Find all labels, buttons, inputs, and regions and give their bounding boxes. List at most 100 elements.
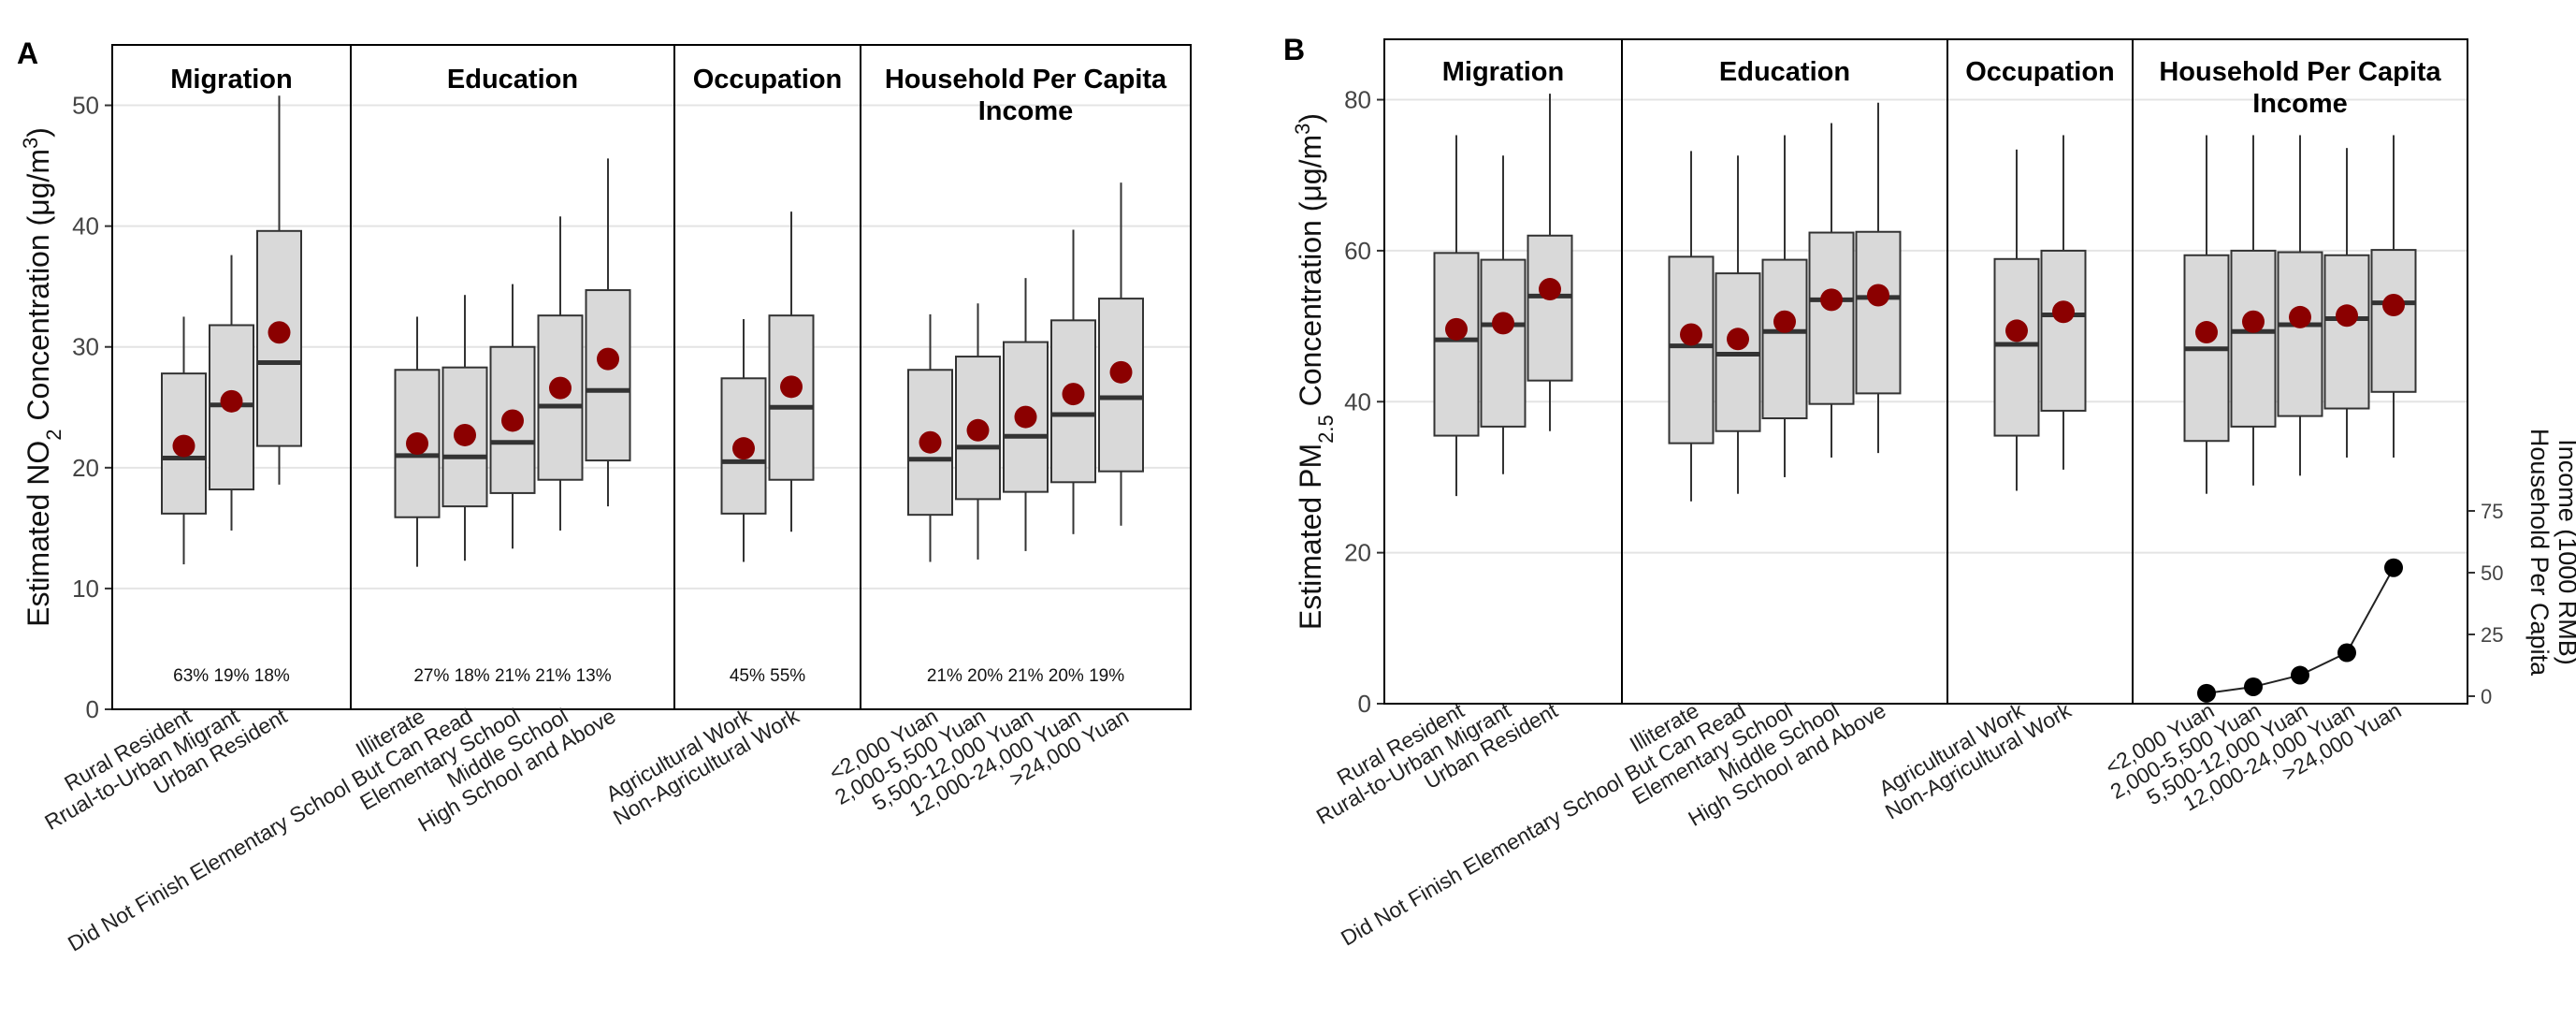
mean-point: [1727, 328, 1749, 351]
inset-point: [2244, 677, 2263, 696]
mean-point: [1820, 288, 1843, 312]
y-axis-label: Estimated PM2.5 Concentration (μg/m3): [1291, 113, 1338, 630]
box-iqr: [2040, 249, 2087, 412]
box-elementary-school: [1761, 135, 1808, 477]
y-tick-label: 20: [72, 454, 99, 482]
box-middle-school: [1808, 123, 1855, 458]
box-iqr: [1993, 257, 2040, 437]
y-axis-label-part: μ: [22, 198, 55, 215]
mean-point: [732, 437, 755, 460]
mean-point: [549, 376, 572, 400]
panel-frame: [111, 44, 1192, 710]
facet-title: Income: [2252, 89, 2348, 119]
mean-point: [2005, 319, 2028, 342]
y-tick-label: 20: [1344, 539, 1371, 567]
y-tick-label: 30: [72, 333, 99, 361]
box-12-000-24-000-yuan: [1050, 229, 1096, 534]
y-tick-label: 0: [86, 695, 99, 723]
y-tick-label: 40: [72, 212, 99, 240]
box-middle-school: [537, 216, 584, 531]
y-tick-label: 40: [1344, 387, 1371, 415]
mean-point: [2289, 305, 2311, 328]
y-tick-label: 80: [1344, 86, 1371, 114]
mean-point: [406, 432, 428, 455]
box-2-000-5-500-yuan: [2230, 135, 2277, 486]
mean-point: [1680, 323, 1702, 346]
share-percentages: 63% 19% 18%: [173, 666, 290, 686]
inset-tick-label: 25: [2481, 623, 2503, 647]
box-urban-resident: [256, 95, 302, 485]
facet-title: Occupation: [693, 65, 843, 95]
facet-title: Household Per Capita: [885, 65, 1167, 95]
box-agricultural-work: [720, 319, 767, 562]
facet-title: Migration: [1442, 57, 1565, 87]
facet-title: Occupation: [1965, 57, 2115, 87]
box-iqr: [1098, 298, 1144, 473]
box-iqr: [2323, 254, 2370, 410]
box-non-agricultural-work: [768, 211, 815, 532]
y-tick-label: 60: [1344, 237, 1371, 265]
mean-point: [1867, 284, 1889, 307]
y-axis-label-part: g/m: [22, 149, 55, 198]
y-axis-label-part: 2: [42, 429, 65, 440]
box-iqr: [585, 289, 631, 462]
box-iqr: [955, 356, 1001, 501]
box-elementary-school: [489, 284, 536, 549]
panel-label: A: [17, 36, 38, 70]
mean-point: [454, 423, 476, 446]
mean-point: [268, 321, 291, 344]
box-high-school-and-above: [585, 158, 631, 507]
mean-point: [2195, 321, 2218, 344]
box-agricultural-work: [1993, 149, 2040, 491]
income-inset: 0 25 50 75 Household Per Capita Income (1000 …: [2197, 429, 2576, 708]
inset-point: [2384, 558, 2403, 577]
share-percentages: 27% 18% 21% 21% 13%: [413, 666, 611, 686]
y-axis-label-part: ): [1294, 113, 1327, 124]
y-axis-label-part: μ: [1294, 184, 1327, 201]
box--24-000-yuan: [2370, 135, 2417, 458]
mean-point: [1109, 360, 1133, 384]
facet-title: Household Per Capita: [2159, 57, 2441, 87]
y-tick-label: 50: [72, 92, 99, 120]
y-axis-label: Estimated NO2 Concentration (μg/m3): [19, 127, 65, 627]
box-did-not-finish-elementary-school-but-can-read: [1715, 155, 1761, 494]
inset-tick-label: 75: [2481, 500, 2503, 523]
box-2-000-5-500-yuan: [955, 303, 1001, 560]
mean-point: [1445, 317, 1468, 341]
inset-axis-label: Household Per Capita: [2525, 429, 2554, 677]
mean-point: [2336, 304, 2358, 328]
inset-point: [2291, 665, 2309, 685]
mean-point: [2052, 300, 2075, 324]
facet-title: Income: [978, 96, 1074, 126]
mean-point: [501, 409, 524, 432]
box-illiterate: [1668, 151, 1715, 502]
mean-point: [2242, 310, 2265, 333]
facet-title: Education: [1719, 57, 1850, 87]
box--2-000-yuan: [907, 313, 953, 562]
box-rrual-to-urban-migrant: [209, 255, 254, 531]
y-axis-label-part: 2.5: [1314, 415, 1338, 444]
box-non-agricultural-work: [2040, 135, 2087, 470]
mean-point: [1773, 310, 1796, 333]
box-rural-resident: [161, 316, 207, 565]
box-iqr: [1668, 255, 1715, 444]
mean-point: [966, 418, 990, 442]
box-iqr: [2370, 249, 2417, 393]
box-iqr: [1527, 234, 1573, 382]
mean-point: [597, 347, 619, 371]
box-high-school-and-above: [1855, 102, 1902, 454]
panel-frame: [1383, 38, 2468, 705]
box-iqr: [1480, 258, 1527, 428]
box-urban-resident: [1527, 94, 1573, 431]
y-axis-label-part: Estimated NO: [22, 441, 55, 627]
y-axis-label-part: g/m: [1294, 135, 1327, 184]
box-rural-resident: [1433, 135, 1480, 497]
mean-point: [1014, 405, 1037, 429]
box-iqr: [2277, 251, 2323, 417]
y-axis-label-part: Concentration (: [1294, 201, 1327, 415]
facet-title: Education: [447, 65, 578, 95]
